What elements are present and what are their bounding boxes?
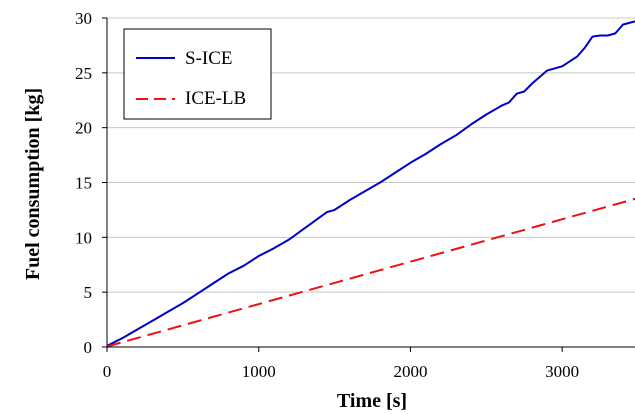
series-line-ice-lb (106, 197, 635, 348)
series-line-s-ice (106, 20, 635, 347)
y-tick-label-20: 20 (75, 119, 92, 138)
x-tick-label-3000: 3000 (545, 362, 579, 381)
legend: S-ICE ICE-LB (123, 28, 272, 120)
legend-label-ice-lb: ICE-LB (185, 88, 246, 109)
y-tick-label-5: 5 (84, 283, 93, 302)
axes (102, 17, 635, 352)
y-axis-title: Fuel consumption [kg] (22, 88, 44, 280)
y-tick-label-25: 25 (75, 64, 92, 83)
x-tick-label-0: 0 (103, 362, 112, 381)
tick-labels: 0 5 10 15 20 25 30 0 1000 2000 3000 (75, 9, 579, 381)
x-tick-label-2000: 2000 (393, 362, 427, 381)
y-tick-label-0: 0 (84, 338, 93, 357)
x-axis-title: Time [s] (337, 390, 407, 412)
y-tick-label-10: 10 (75, 228, 92, 247)
x-tick-label-1000: 1000 (242, 362, 276, 381)
series-lines (106, 20, 635, 348)
legend-box (123, 28, 272, 120)
y-tick-label-30: 30 (75, 9, 92, 28)
legend-label-s-ice: S-ICE (185, 48, 233, 69)
y-tick-label-15: 15 (75, 174, 92, 193)
